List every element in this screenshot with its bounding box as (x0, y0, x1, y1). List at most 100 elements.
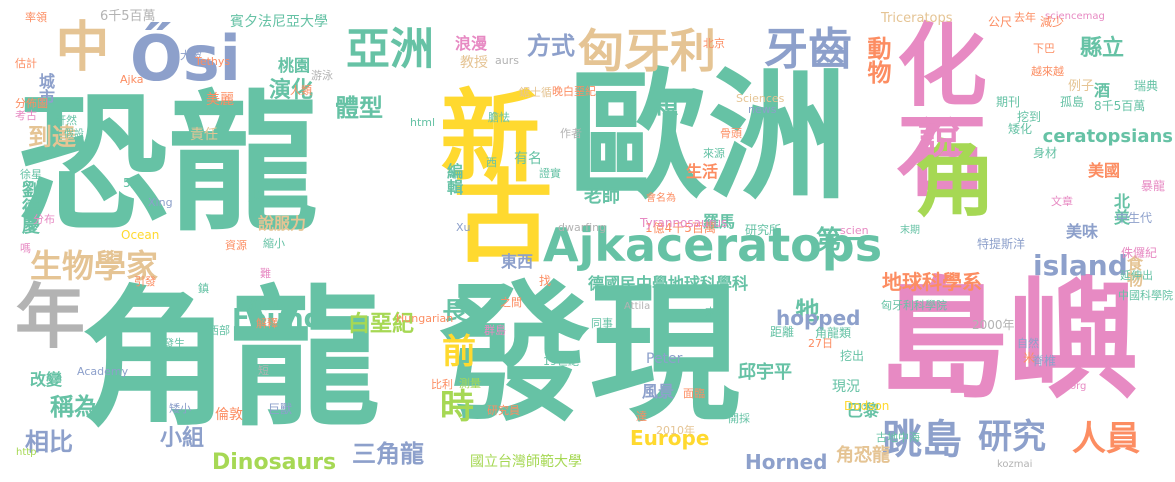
cloud-word: 來到 (705, 306, 727, 319)
cloud-word: 到達 (28, 123, 76, 151)
cloud-word: 大波 (180, 49, 202, 62)
cloud-word: 膽怯 (488, 111, 510, 124)
cloud-word: 中生代 (1116, 211, 1153, 225)
cloud-word: 群島 (484, 324, 506, 337)
cloud-word: Academy (77, 365, 129, 378)
cloud-word: 率領 (25, 11, 47, 24)
cloud-word: 古 (453, 159, 553, 276)
cloud-word: 亞洲 (346, 24, 434, 75)
cloud-word: 西部 (208, 324, 230, 337)
cloud-word: 解釋 (256, 317, 278, 330)
cloud-word: 1億4千5百萬 (645, 221, 716, 235)
cloud-word: 游泳 (311, 69, 333, 82)
cloud-word: 作者 (560, 127, 582, 140)
cloud-word: 鎮 (198, 282, 209, 295)
cloud-word: 假設 (64, 129, 84, 140)
cloud-word: Ajka (120, 73, 144, 86)
cloud-word: Hungarian (396, 312, 454, 325)
cloud-word: 德國民中學地球科學科 (588, 274, 749, 293)
cloud-word: 估計 (15, 57, 37, 70)
cloud-word: 8千5百萬 (1094, 99, 1146, 113)
cloud-word: dwarfing (558, 221, 607, 234)
cloud-word: 白堊紀 (348, 312, 415, 337)
cloud-word: 化石 (881, 18, 986, 198)
cloud-word: 延伸到 (248, 299, 281, 312)
cloud-word: 方式 (527, 32, 575, 60)
cloud-word: 賓夕法尼亞大學 (230, 14, 328, 30)
cloud-word: Dodson (844, 399, 890, 413)
cloud-word: 美國 (1088, 161, 1121, 180)
cloud-word: Sciences (736, 92, 785, 105)
cloud-word: 身材 (1033, 146, 1058, 160)
cloud-word: 研究員 (487, 404, 520, 417)
cloud-word: 來源 (703, 147, 725, 160)
cloud-word: 特提斯洋 (977, 237, 1026, 251)
cloud-word: scien (840, 224, 869, 237)
cloud-word: 6千5百萬 (100, 9, 156, 24)
cloud-word: 文章 (1051, 195, 1073, 208)
cloud-word: Peter (646, 351, 683, 367)
cloud-word: 脊椎 (1032, 354, 1057, 368)
cloud-word: 地球科學系 (882, 270, 982, 294)
cloud-word: 城市 (36, 73, 55, 105)
cloud-word: http (16, 447, 37, 458)
cloud-word: 軒然 (55, 114, 77, 127)
cloud-word: Europe (630, 426, 710, 450)
cloud-word: 人員 (1072, 419, 1140, 459)
cloud-word: 美麗 (206, 92, 234, 108)
cloud-word: Attila (624, 301, 651, 312)
cloud-word: 面臨 (683, 387, 705, 400)
cloud-word: Xing (148, 196, 173, 209)
cloud-word: 巨獸 (268, 402, 293, 416)
cloud-word: 新 (440, 79, 540, 196)
cloud-word: 矮化 (1008, 122, 1033, 136)
cloud-word: 嗎 (20, 242, 31, 255)
cloud-word: 2000年 (972, 318, 1015, 332)
cloud-word: 說服力 (258, 214, 307, 233)
cloud-word: 倫敦 (215, 407, 243, 423)
cloud-word: 中國科學院 (1118, 289, 1173, 302)
cloud-word: 5月 (123, 176, 143, 190)
cloud-word: 東西 (501, 252, 534, 271)
cloud-word: 2010年 (656, 424, 695, 437)
cloud-word: 挖出 (840, 349, 865, 363)
cloud-word: 牠 (791, 298, 819, 322)
cloud-word: 歐洲 (568, 56, 849, 219)
cloud-word: 羅馬 (703, 212, 736, 231)
cloud-word: 邱宇平 (738, 362, 792, 383)
cloud-word: Ősi (130, 22, 241, 95)
cloud-word: 酒 (1091, 82, 1110, 98)
cloud-word: 19世紀 (543, 355, 579, 368)
cloud-word: Ajkaceratops (543, 218, 883, 272)
cloud-word: 少 (248, 189, 262, 205)
cloud-word: 前 (442, 332, 476, 372)
cloud-word: 角恐龍 (836, 445, 890, 466)
cloud-word: 找 (539, 274, 552, 288)
cloud-word: 角 (914, 133, 997, 228)
cloud-word: 發生 (163, 337, 185, 350)
cloud-word: 北京 (703, 37, 725, 50)
cloud-word: Found (232, 304, 323, 334)
cloud-word: 小組 (160, 426, 205, 451)
cloud-word: 分布 (33, 213, 55, 226)
cloud-word: 下巴 (1033, 42, 1055, 55)
cloud-word: 跳島 (882, 417, 962, 463)
cloud-word: 角龍類 (815, 326, 852, 340)
cloud-word: 資源 (225, 239, 247, 252)
cloud-word: 島嶼 (878, 264, 1139, 416)
cloud-word: 說 (918, 114, 961, 163)
cloud-word: 侏儸紀 (1121, 246, 1158, 260)
cloud-word: 角龍 (80, 273, 381, 447)
cloud-word: 風景 (642, 382, 675, 401)
cloud-word: 減少 (1040, 15, 1065, 29)
cloud-word: 老師 (584, 186, 620, 207)
cloud-word: 米 (1023, 351, 1036, 365)
cloud-word: 匈牙利科學院 (881, 299, 947, 312)
cloud-word: 牙齒 (764, 24, 852, 75)
cloud-word: 例子 (1068, 79, 1095, 94)
cloud-word: 越來越 (1031, 65, 1064, 78)
cloud-word: 劉德慶 (19, 180, 40, 234)
cloud-word: Ocean (121, 228, 160, 242)
cloud-word: aurs (495, 54, 519, 67)
cloud-word: 巴黎 (847, 401, 880, 420)
